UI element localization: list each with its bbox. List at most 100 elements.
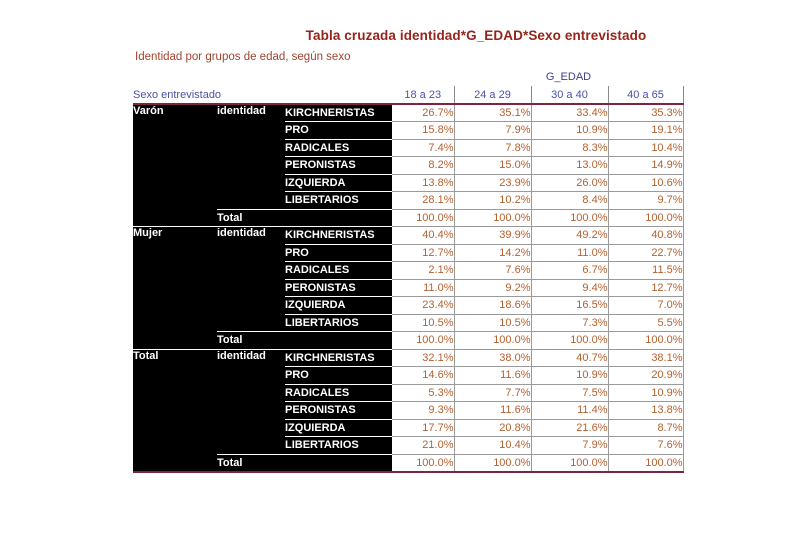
table-row: LIBERTARIOS 10.5% 10.5% 7.3% 5.5% (133, 313, 684, 332)
value-cell: 9.3% (392, 401, 455, 420)
category-label: LIBERTARIOS (285, 436, 392, 454)
category-label: PRO (285, 121, 392, 140)
value-cell: 15.0% (453, 156, 532, 175)
value-cell: 11.5% (607, 261, 684, 280)
value-cell: 7.4% (392, 138, 455, 157)
value-cell: 10.4% (607, 138, 684, 157)
table-title: Tabla cruzada identidad*G_EDAD*Sexo entr… (305, 28, 647, 43)
value-cell: 5.3% (392, 383, 455, 402)
total-value-cell: 100.0% (453, 453, 532, 472)
value-cell: 14.9% (607, 156, 684, 175)
group-total-row: Total 100.0% 100.0% 100.0% 100.0% (133, 453, 684, 472)
value-cell: 40.7% (530, 348, 609, 367)
value-cell: 7.6% (607, 436, 684, 455)
age-column-header: 18 a 23 (392, 86, 454, 105)
value-cell: 14.2% (453, 243, 532, 262)
value-cell: 7.3% (530, 313, 609, 332)
value-cell: 28.1% (392, 191, 455, 210)
value-cell: 11.0% (530, 243, 609, 262)
table-row: PERONISTAS 11.0% 9.2% 9.4% 12.7% (133, 278, 684, 297)
total-value-cell: 100.0% (453, 331, 532, 350)
value-cell: 13.8% (607, 401, 684, 420)
value-cell: 10.6% (607, 173, 684, 192)
total-value-cell: 100.0% (607, 453, 684, 472)
total-value-cell: 100.0% (392, 208, 455, 227)
row-group-label: Total (133, 348, 217, 472)
value-cell: 32.1% (392, 348, 455, 367)
value-cell: 8.7% (607, 418, 684, 437)
value-cell: 17.7% (392, 418, 455, 437)
total-value-cell: 100.0% (607, 208, 684, 227)
category-label: RADICALES (285, 139, 392, 157)
value-cell: 11.6% (453, 401, 532, 420)
value-cell: 7.5% (530, 383, 609, 402)
value-cell: 10.2% (453, 191, 532, 210)
category-label: RADICALES (285, 384, 392, 402)
value-cell: 8.3% (530, 138, 609, 157)
value-cell: 26.0% (530, 173, 609, 192)
table-row: Total identidad KIRCHNERISTAS 32.1% 38.0% 40.… (133, 348, 684, 472)
value-cell: 14.6% (392, 366, 455, 385)
value-cell: 38.0% (453, 348, 532, 367)
value-cell: 20.8% (453, 418, 532, 437)
total-label: Total (217, 453, 392, 472)
category-label: PRO (285, 244, 392, 262)
value-cell: 10.9% (607, 383, 684, 402)
category-label: IZQUIERDA (285, 419, 392, 437)
value-cell: 5.5% (607, 313, 684, 332)
value-cell: 15.8% (392, 121, 455, 140)
value-cell: 7.8% (453, 138, 532, 157)
value-cell: 20.9% (607, 366, 684, 385)
value-cell: 7.6% (453, 261, 532, 280)
value-cell: 11.4% (530, 401, 609, 420)
row-dimension-label: identidad (217, 348, 285, 454)
value-cell: 49.2% (530, 226, 609, 245)
value-cell: 7.9% (453, 121, 532, 140)
total-value-cell: 100.0% (530, 208, 609, 227)
value-cell: 40.4% (392, 226, 455, 245)
value-cell: 2.1% (392, 261, 455, 280)
value-cell: 11.6% (453, 366, 532, 385)
row-dimension-label: identidad (217, 104, 285, 209)
value-cell: 9.7% (607, 191, 684, 210)
value-cell: 40.8% (607, 226, 684, 245)
row-dimension-label: identidad (217, 226, 285, 332)
table-row: PRO 14.6% 11.6% 10.9% 20.9% (133, 366, 684, 385)
value-cell: 13.0% (530, 156, 609, 175)
value-cell: 19.1% (607, 121, 684, 140)
table-body: Varón identidad KIRCHNERISTAS 26.7% 35.1% 33.… (133, 103, 684, 472)
total-value-cell: 100.0% (453, 208, 532, 227)
value-cell: 18.6% (453, 296, 532, 315)
category-label: LIBERTARIOS (285, 314, 392, 332)
layer-header-row: G_EDAD (133, 68, 683, 86)
category-label: LIBERTARIOS (285, 191, 392, 209)
category-label: IZQUIERDA (285, 296, 392, 315)
value-cell: 21.6% (530, 418, 609, 437)
row-group-label: Varón (133, 104, 217, 227)
value-cell: 9.2% (453, 278, 532, 297)
column-header-row: Sexo entrevistado 18 a 23 24 a 29 30 a 40 4… (133, 86, 684, 105)
value-cell: 10.9% (530, 366, 609, 385)
value-cell: 10.5% (453, 313, 532, 332)
table-row: IZQUIERDA 13.8% 23.9% 26.0% 10.6% (133, 173, 684, 192)
value-cell: 21.0% (392, 436, 455, 455)
row-group-label: Mujer (133, 226, 217, 349)
category-label: RADICALES (285, 261, 392, 280)
value-cell: 10.4% (453, 436, 532, 455)
category-label: PERONISTAS (285, 401, 392, 420)
value-cell: 8.4% (530, 191, 609, 210)
table-row: PRO 12.7% 14.2% 11.0% 22.7% (133, 243, 684, 262)
table-row: RADICALES 2.1% 7.6% 6.7% 11.5% (133, 261, 684, 280)
value-cell: 12.7% (392, 243, 455, 262)
crosstab-table: G_EDAD Sexo entrevistado 18 a 23 24 a 29 3… (133, 68, 684, 473)
value-cell: 39.9% (453, 226, 532, 245)
value-cell: 26.7% (392, 103, 455, 122)
value-cell: 23.9% (453, 173, 532, 192)
table-row: Varón identidad KIRCHNERISTAS 26.7% 35.1% 33.… (133, 103, 684, 227)
total-value-cell: 100.0% (530, 331, 609, 350)
value-cell: 9.4% (530, 278, 609, 297)
total-label: Total (217, 331, 392, 349)
layer-spacer (133, 68, 454, 86)
value-cell: 23.4% (392, 296, 455, 315)
age-column-header: 30 a 40 (530, 86, 608, 105)
